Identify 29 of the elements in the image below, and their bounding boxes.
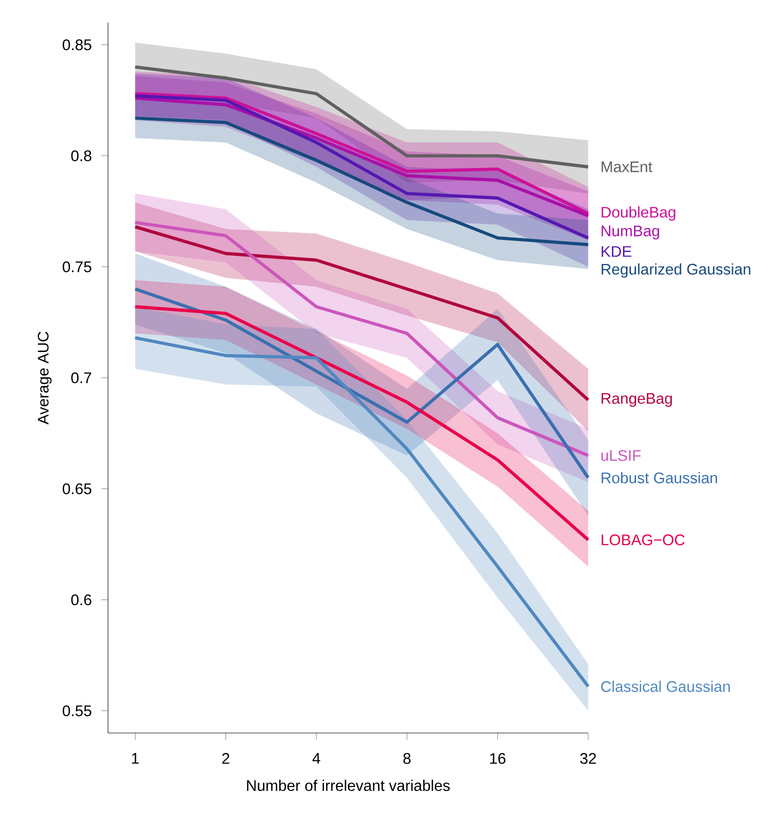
series-label: NumBag xyxy=(602,226,660,240)
line-series xyxy=(134,65,590,168)
series-label: RangeBag xyxy=(602,393,672,407)
y-tick-label: 0.75 xyxy=(62,261,92,272)
y-tick-label: 0.6 xyxy=(71,594,92,606)
y-axis-title: Average AUC xyxy=(38,332,52,425)
y-tick-label: 0.8 xyxy=(71,150,92,162)
line-series xyxy=(134,225,590,402)
x-axis-title: Number of irrelevant variables xyxy=(247,780,450,791)
series-label: uLSIF xyxy=(601,450,641,461)
series-label: MaxEnt xyxy=(602,162,652,172)
series-label: Classical Gaussian xyxy=(601,680,730,692)
series-label: Regularized Gaussian xyxy=(602,263,750,278)
y-tick-label: 0.55 xyxy=(62,705,92,716)
x-tick-label: 2 xyxy=(222,753,230,764)
line-series xyxy=(134,220,590,458)
x-tick-label: 16 xyxy=(490,753,506,764)
x-tick-label: 8 xyxy=(403,753,411,764)
x-tick-label: 4 xyxy=(312,753,320,764)
y-tick-label: 0.65 xyxy=(62,483,92,494)
series-label: KDE xyxy=(602,246,632,257)
series-label: LOBAG−OC xyxy=(602,534,685,546)
line-series xyxy=(134,116,590,246)
x-tick-label: 32 xyxy=(580,753,596,764)
series-label: DoubleBag xyxy=(602,206,676,221)
y-tick-label: 0.85 xyxy=(62,39,92,50)
series-label: Robust Gaussian xyxy=(602,472,718,484)
x-tick-label: 1 xyxy=(132,753,139,764)
y-tick-label: 0.7 xyxy=(71,372,92,384)
